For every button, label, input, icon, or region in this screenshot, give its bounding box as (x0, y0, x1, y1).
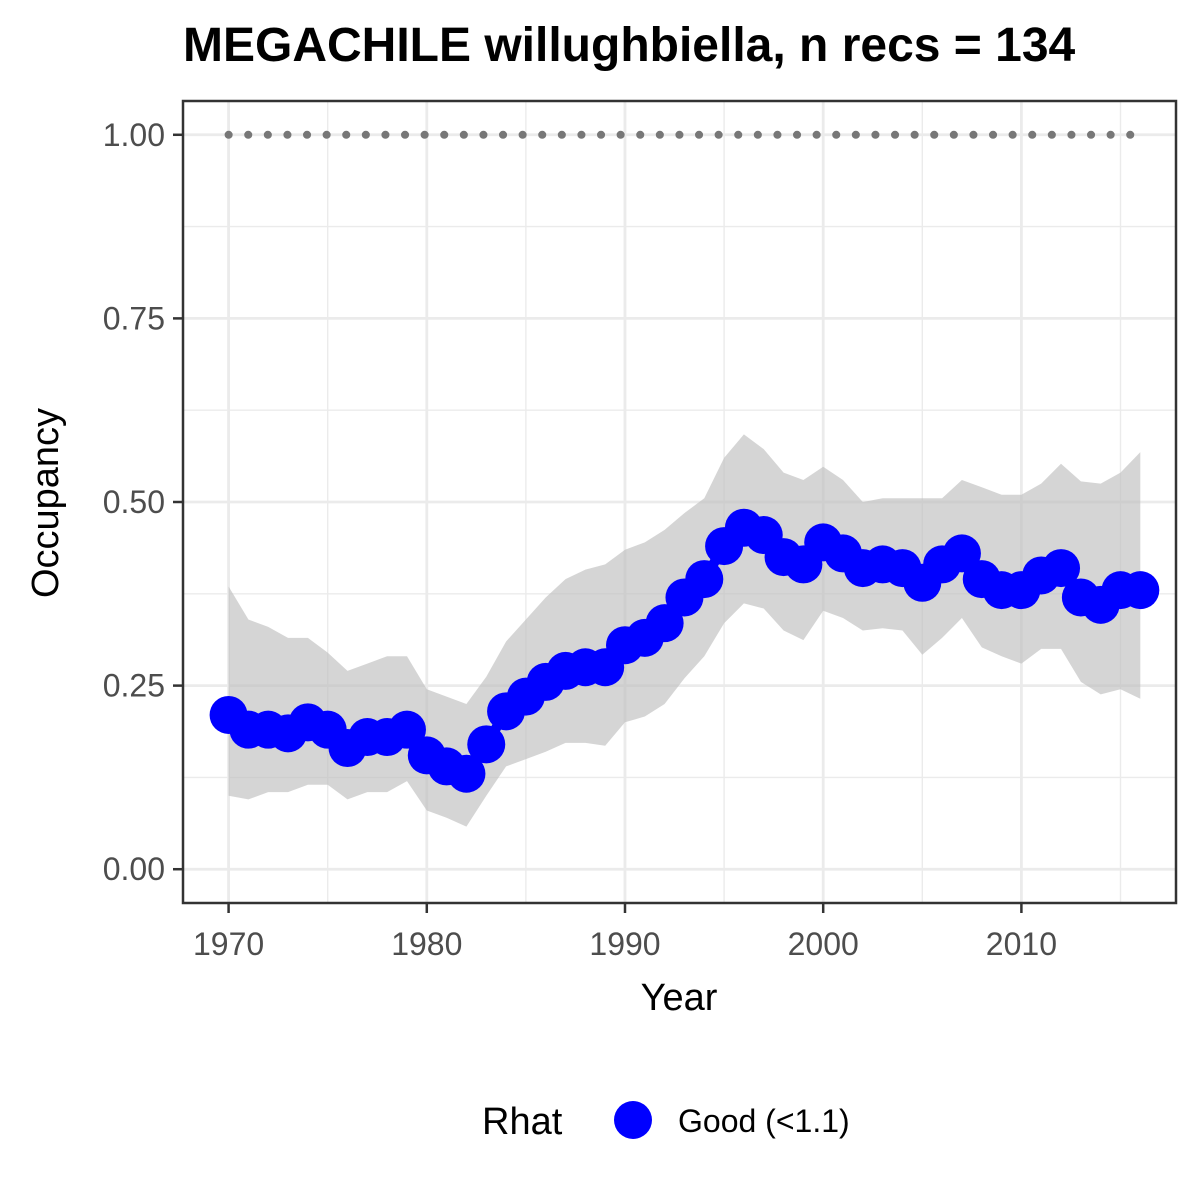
credible-interval-ribbon (228, 434, 1141, 827)
legend-title: Rhat (482, 1101, 563, 1143)
y-tick-label: 0.00 (103, 851, 165, 887)
x-axis-title: Year (641, 977, 718, 1019)
x-tick-label: 2010 (986, 926, 1057, 962)
plot-panel (181, 99, 1178, 905)
occupancy-point (467, 725, 506, 764)
x-tick-label: 1980 (391, 926, 462, 962)
y-tick-label: 0.25 (103, 668, 165, 704)
legend: Rhat Good (<1.1) (482, 1101, 850, 1143)
x-axis: 1970 1980 1990 2000 2010 (193, 903, 1057, 962)
y-axis-title: Occupancy (25, 408, 67, 598)
x-tick-label: 2000 (788, 926, 859, 962)
occupancy-point (685, 560, 724, 599)
occupancy-point (1121, 571, 1160, 610)
legend-label-good: Good (<1.1) (678, 1103, 850, 1139)
occupancy-point (645, 604, 684, 643)
x-tick-label: 1990 (589, 926, 660, 962)
y-tick-label: 0.75 (103, 300, 165, 336)
occupancy-point (942, 534, 981, 573)
x-tick-label: 1970 (193, 926, 264, 962)
legend-key-good (614, 1101, 652, 1139)
occupancy-point (1042, 549, 1081, 588)
occupancy-point (447, 754, 486, 793)
occupancy-point (387, 710, 426, 749)
y-tick-label: 1.00 (103, 117, 165, 153)
chart-title: MEGACHILE willughbiella, n recs = 134 (183, 19, 1076, 72)
y-axis: 0.00 0.25 0.50 0.75 1.00 (103, 117, 183, 887)
y-tick-label: 0.50 (103, 484, 165, 520)
